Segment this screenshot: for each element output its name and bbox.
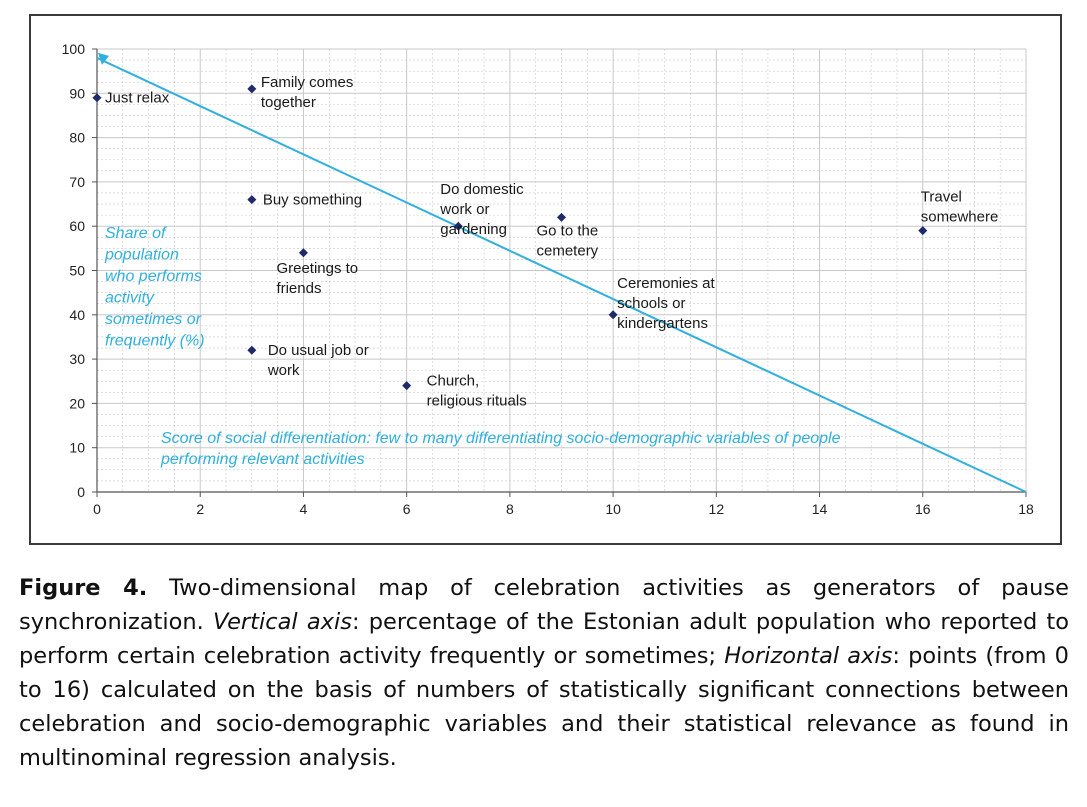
point-label-line: Just relax [105, 90, 170, 107]
point-label-line: somewhere [921, 209, 999, 226]
point-label: Do domestic work or gardening [439, 181, 524, 238]
point-label-line: friends [276, 280, 321, 297]
y-tick-label: 80 [69, 130, 85, 146]
point-label-line: work [267, 362, 300, 379]
data-point [557, 212, 566, 222]
point-label-line: Family comes [261, 74, 354, 91]
y-tick-label: 100 [62, 41, 86, 57]
data-point [247, 195, 257, 205]
point-label-line: Church, [427, 373, 480, 390]
caption-text-3: : points (from 0 to 16) calculated on th… [19, 643, 1069, 771]
point-label: Travel somewhere [921, 189, 999, 226]
y-axis-note-line: population [104, 247, 179, 264]
y-tick-label: 90 [69, 85, 85, 101]
point-label-line: Buy something [263, 192, 362, 209]
notes-layer: Share of population who performs activity so… [104, 225, 841, 468]
point-label-line: Go to the [537, 222, 599, 239]
y-axis-note-line: activity [105, 290, 155, 307]
point-label: Church, religious rituals [427, 373, 527, 410]
point-label: Do usual job or work [267, 342, 369, 379]
scatter-chart: 0 2 4 6 8 10 12 14 16 18 0 10 20 30 40 50 60 70 80 90 100 Ju… [62, 41, 1034, 517]
y-axis-note-line: sometimes or [105, 311, 202, 328]
x-tick-label: 16 [915, 501, 931, 517]
point-label-line: Do domestic [440, 181, 524, 198]
x-tick-label: 10 [605, 501, 621, 517]
y-tick-label: 10 [69, 440, 85, 456]
y-tick-label: 20 [69, 395, 85, 411]
point-label-line: Ceremonies at [617, 275, 715, 292]
point-label: Just relax [105, 90, 170, 107]
x-tick-label: 12 [709, 501, 725, 517]
y-axis-note: Share of population who performs activity so… [104, 225, 205, 350]
data-point [298, 248, 308, 258]
point-label-line: religious rituals [427, 393, 527, 410]
point-label: Ceremonies at schools or kindergartens [617, 275, 715, 332]
caption-figure-label: Figure 4. [19, 575, 148, 601]
y-axis-note-line: frequently (%) [105, 333, 205, 350]
y-tick-label: 30 [69, 351, 85, 367]
point-label-line: schools or [617, 295, 685, 312]
trend-layer [96, 52, 1027, 493]
caption-horizontal-axis-label: Horizontal axis [724, 643, 893, 669]
grid-layer [96, 48, 1027, 493]
x-tick-label: 2 [196, 501, 204, 517]
x-tick-label: 4 [300, 501, 308, 517]
x-axis-note-line: performing relevant activities [160, 451, 365, 468]
point-label-line: Do usual job or [268, 342, 369, 359]
x-tick-label: 6 [403, 501, 411, 517]
x-axis-note: Score of social differentiation: few to … [160, 430, 841, 468]
point-label-line: gardening [440, 221, 507, 238]
data-point [247, 84, 257, 94]
figure-frame: 0 2 4 6 8 10 12 14 16 18 0 10 20 30 40 50 60 70 80 90 100 Ju… [29, 14, 1062, 545]
y-tick-label: 50 [69, 263, 85, 279]
axis-layer: 0 2 4 6 8 10 12 14 16 18 0 10 20 30 40 50 60 70 80 90 100 [62, 41, 1034, 517]
x-tick-label: 8 [506, 501, 514, 517]
point-label-line: Travel [921, 189, 962, 206]
y-tick-label: 0 [77, 484, 85, 500]
caption-text-1: Two-dimensional map of celebration activ… [19, 575, 1069, 635]
data-point [92, 93, 102, 103]
trend-line [96, 56, 1027, 493]
data-point [608, 310, 618, 320]
caption-text-2: : percentage of the Estonian adult popul… [19, 609, 1070, 669]
data-point [247, 345, 257, 355]
point-label-line: work or [439, 201, 489, 218]
point-label-line: kindergartens [617, 315, 708, 332]
y-tick-label: 70 [69, 174, 85, 190]
point-label-line: Greetings to [276, 260, 358, 277]
x-tick-label: 14 [812, 501, 828, 517]
data-point [453, 221, 463, 231]
x-axis-note-line: Score of social differentiation: few to … [161, 430, 841, 447]
y-tick-label: 40 [69, 307, 85, 323]
y-tick-label: 60 [69, 218, 85, 234]
caption-vertical-axis-label: Vertical axis [213, 609, 352, 635]
point-label: Greetings to friends [276, 260, 358, 297]
point-label-line: cemetery [537, 242, 599, 259]
points-layer [92, 84, 928, 391]
point-label: Family comes together [261, 74, 354, 111]
labels-layer: Just relax Family comes together Buy someth… [105, 74, 998, 410]
y-axis-note-line: Share of [105, 225, 167, 242]
x-tick-label: 18 [1018, 501, 1034, 517]
y-axis-note-line: who performs [105, 268, 202, 285]
trend-arrow-head [98, 52, 109, 65]
point-label: Buy something [263, 192, 362, 209]
x-tick-label: 0 [93, 501, 101, 517]
figure-caption: Figure 4. Two-dimensional map of celebra… [19, 571, 1069, 775]
point-label-line: together [261, 94, 316, 111]
data-point [402, 381, 412, 391]
data-point [918, 226, 928, 236]
point-label: Go to the cemetery [537, 222, 599, 259]
